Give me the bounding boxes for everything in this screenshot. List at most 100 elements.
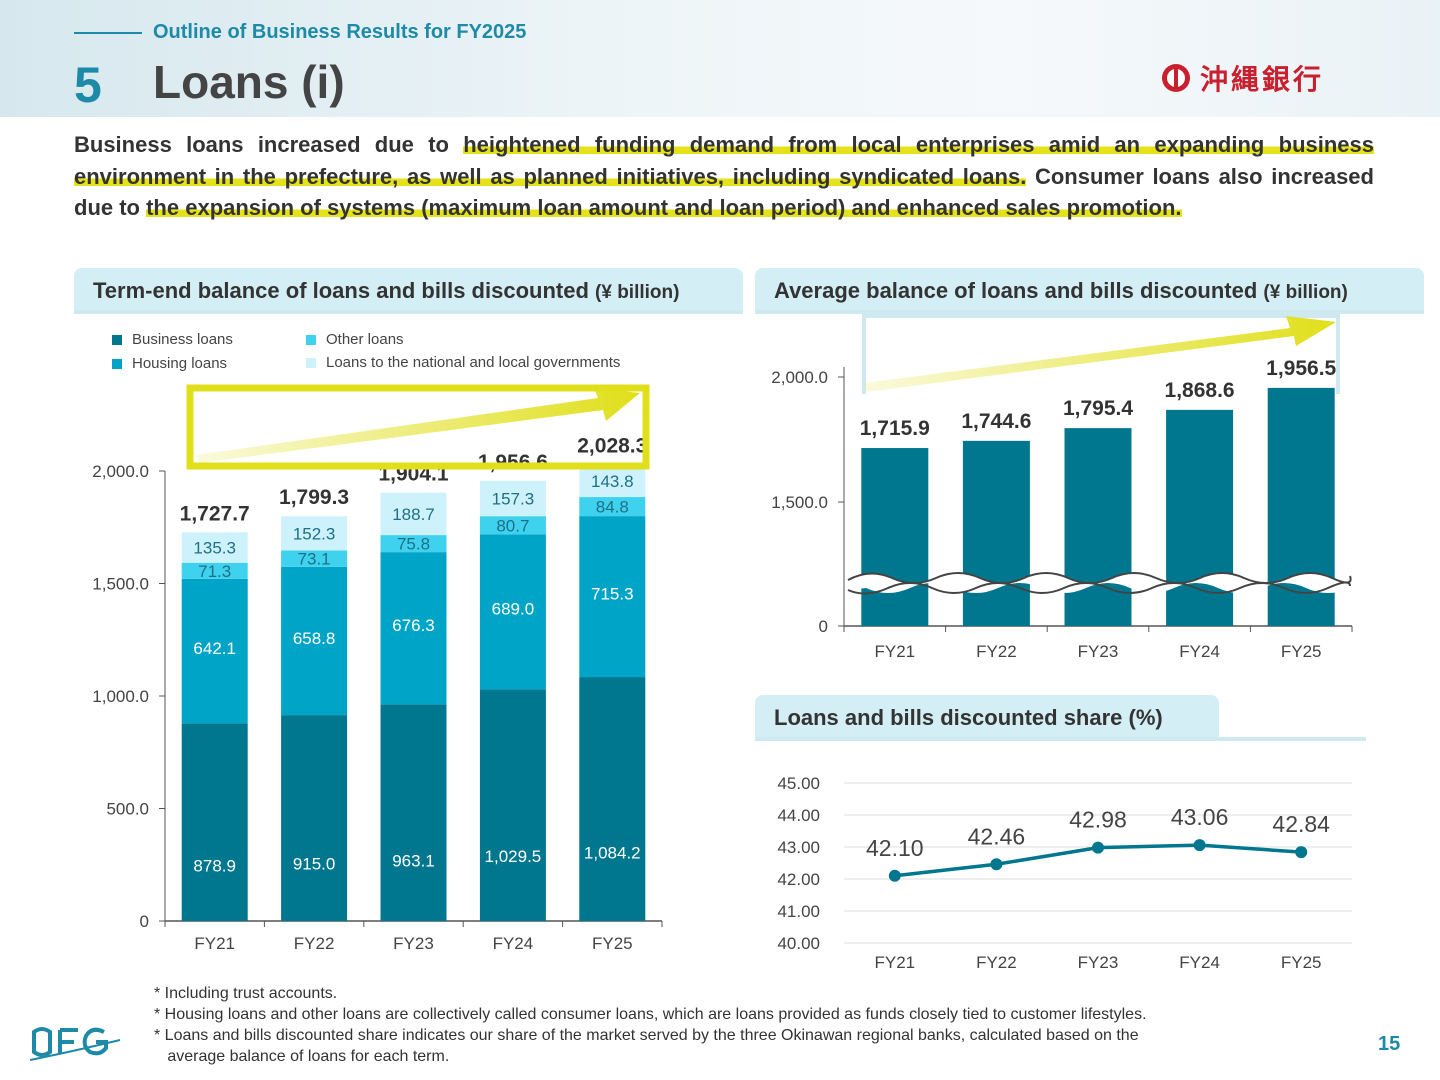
term-end-y-tick-label: 2,000.0 [92,462,149,481]
share-point [1295,846,1308,859]
average-panel-title: Average balance of loans and bills disco… [755,268,1424,312]
bar-value-label: 84.8 [596,498,629,517]
bar-value-label: 80.7 [496,516,529,535]
term-end-x-tick-label: FY21 [194,934,235,953]
bar-segment [479,689,546,921]
legend-label-other: Other loans [326,331,404,348]
term-end-x-tick-label: FY25 [592,934,633,953]
footnote-1: * Including trust accounts. [154,985,338,1002]
bank-logo-text: 沖縄銀行 [1200,63,1325,96]
share-value-label: 43.06 [1171,804,1229,830]
bar-segment [479,516,546,535]
share-value-label: 42.84 [1272,811,1330,837]
bar-value-label: 157.3 [492,489,535,508]
average-trend-frame [862,314,1340,394]
share-y-tick-label: 41.00 [777,902,820,921]
axis-break-line-top [847,572,1352,584]
bar-segment [181,562,248,579]
average-bar [1064,428,1132,626]
bank-logo: 沖縄銀行 [1162,60,1324,96]
average-y-tick-label: 0 [819,617,828,636]
bar-value-label: 689.0 [492,600,535,619]
share-x-tick-label: FY22 [976,953,1017,972]
bank-logo-mark-icon [1162,64,1190,92]
bar-total-label: 2,028.3 [577,435,647,458]
bar-segment [479,534,546,690]
average-bar-value-label: 1,795.4 [1063,397,1133,420]
header-band [0,0,1440,117]
share-point [1193,839,1206,852]
bar-value-label: 1,029.5 [485,847,542,866]
ofg-logo-icon [30,1027,121,1061]
bar-segment [281,516,348,551]
term-end-y-tick-label: 500.0 [106,800,149,819]
bar-segment [181,578,248,724]
average-panel-rule [755,310,1424,314]
term-end-y-tick-label: 1,000.0 [92,687,149,706]
share-value-label: 42.10 [866,835,924,861]
bar-total-label: 1,799.3 [279,486,349,509]
legend-item-business: Business loans [112,331,233,348]
legend-item-other: Other loans [306,331,404,348]
bar-value-label: 135.3 [193,539,236,558]
bar-value-label: 152.3 [293,524,336,543]
average-bar-value-label: 1,868.6 [1165,379,1235,402]
summary-text-2: Consumer loans also increased due to [74,163,1374,221]
bar-value-label: 188.7 [392,505,435,524]
share-panel-title: Loans and bills discounted share (%) [755,695,1219,739]
bar-value-label: 75.8 [397,535,430,554]
bar-value-label: 71.3 [198,562,231,581]
footnote-3-continued: average balance of loans for each term. [154,1048,450,1065]
legend-swatch-other [306,334,316,345]
share-y-tick-label: 43.00 [777,838,820,857]
bar-segment [181,723,248,921]
average-x-tick-label: FY21 [874,642,915,661]
legend-swatch-business [112,334,122,345]
share-x-tick-label: FY23 [1078,953,1119,972]
term-end-y-tick-label: 0 [140,912,149,931]
term-end-unit: (¥ billion) [595,282,680,303]
axis-break-line-bottom [847,581,1351,595]
term-end-panel-title: Term-end balance of loans and bills disc… [74,268,743,312]
share-value-label: 42.46 [968,823,1026,849]
average-title-text: Average balance of loans and bills disco… [774,278,1264,303]
share-panel-rule [755,737,1366,741]
section-number: 5 [74,57,102,113]
bar-segment [281,566,348,716]
bar-value-label: 878.9 [193,857,236,876]
legend-label-government: Loans to the national and local governme… [326,354,621,371]
term-end-x-tick-label: FY22 [294,934,335,953]
bar-segment [380,704,447,921]
term-end-title-text: Term-end balance of loans and bills disc… [93,278,596,303]
share-y-tick-label: 45.00 [777,774,820,793]
average-bar [962,440,1030,626]
share-y-tick-label: 40.00 [777,934,820,953]
average-bar-value-label: 1,744.6 [961,410,1031,433]
bar-value-label: 658.8 [293,629,336,648]
average-bar-value-label: 1,956.5 [1266,357,1336,380]
average-y-tick-label: 2,000.0 [771,368,828,387]
bar-total-label: 1,956.6 [478,451,548,474]
legend-item-housing: Housing loans [112,355,227,372]
share-point [888,869,901,882]
legend-swatch-housing [112,358,122,369]
term-end-panel-rule [74,310,743,314]
share-y-tick-label: 42.00 [777,870,820,889]
average-bar [861,448,929,626]
share-x-tick-label: FY21 [874,953,915,972]
share-y-tick-label: 44.00 [777,806,820,825]
average-x-tick-label: FY24 [1179,642,1220,661]
bar-segment [380,535,447,553]
bar-total-label: 1,727.7 [180,502,250,525]
bar-segment [380,552,447,705]
header-rule [74,32,142,34]
bar-value-label: 715.3 [591,584,634,603]
bar-value-label: 915.0 [293,854,336,873]
legend-item-government: Loans to the national and local governme… [306,354,620,371]
share-x-tick-label: FY25 [1281,953,1322,972]
bar-value-label: 642.1 [193,639,236,658]
bar-value-label: 676.3 [392,616,435,635]
share-value-label: 42.98 [1069,807,1127,833]
share-point [1092,841,1104,854]
